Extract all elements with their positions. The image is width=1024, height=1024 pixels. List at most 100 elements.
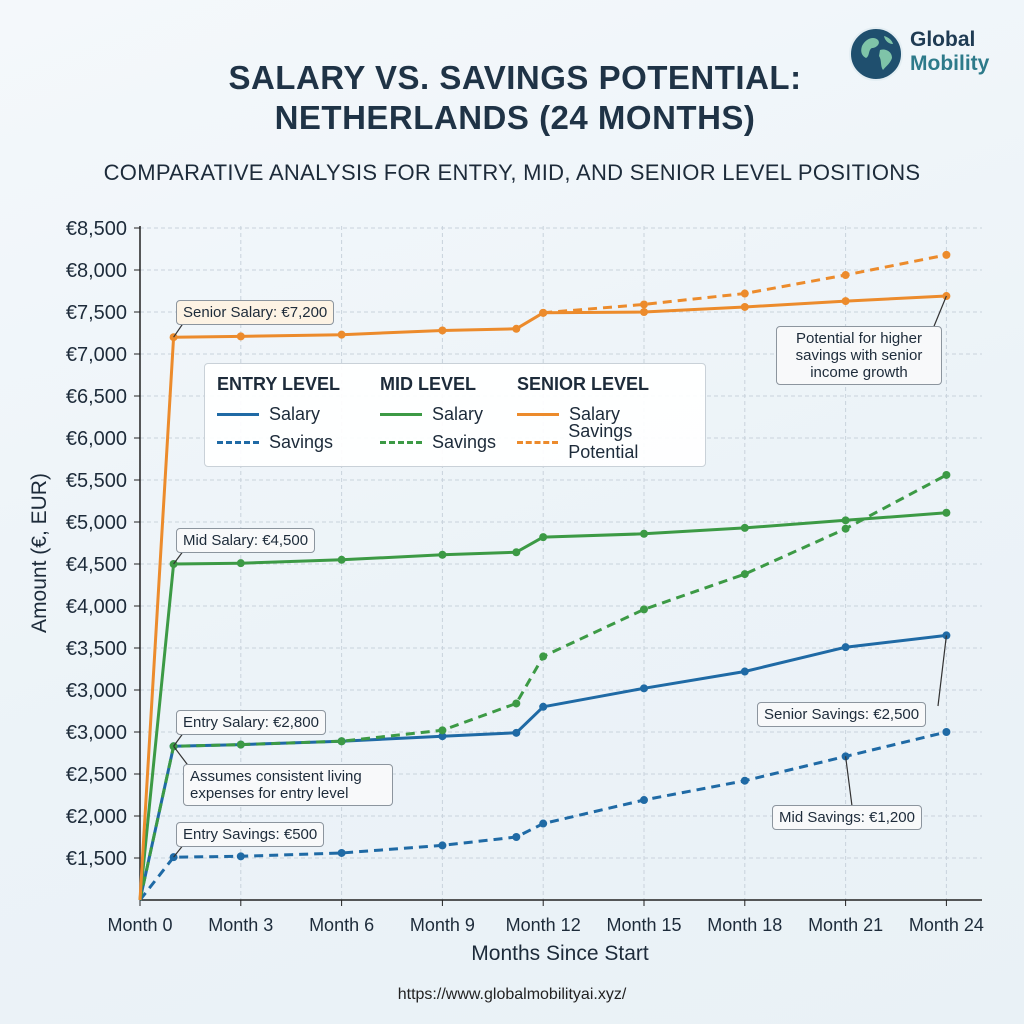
x-tick-label: Month 3 xyxy=(208,915,273,935)
axes xyxy=(134,226,982,906)
data-point-senior-salary xyxy=(740,302,749,311)
data-point-entry-savings xyxy=(512,833,521,841)
data-point-entry-savings xyxy=(539,819,548,828)
chart-title-line1: SALARY VS. SAVINGS POTENTIAL: xyxy=(228,59,802,96)
legend-senior-savings: Savings Potential xyxy=(517,421,705,462)
legend-entry-heading: ENTRY LEVEL xyxy=(217,374,341,394)
legend-senior-salary-label: Salary xyxy=(569,403,621,424)
y-tick-label: €4,000 xyxy=(66,596,127,618)
y-tick-label: €3,500 xyxy=(66,638,127,660)
logo-text-line2: Mobility xyxy=(910,52,990,75)
chart-title-line2: NETHERLANDS (24 MONTHS) xyxy=(274,99,756,136)
series-line-mid-savings xyxy=(138,473,948,901)
y-tick-label: €7,500 xyxy=(66,302,127,324)
logo-text: Global Mobility xyxy=(910,28,989,76)
chart-title: SALARY VS. SAVINGS POTENTIAL: NETHERLAND… xyxy=(130,58,900,138)
y-tick-label: €4,500 xyxy=(66,554,127,576)
legend-swatch-entry-salary xyxy=(217,412,259,416)
legend-mid-salary-label: Salary xyxy=(432,403,484,424)
data-point-entry-savings xyxy=(942,728,951,736)
data-point-senior-salary xyxy=(337,330,346,339)
data-point-entry-savings xyxy=(740,776,749,785)
data-point-senior-salary xyxy=(236,332,245,341)
y-tick-label: €7,000 xyxy=(66,344,127,366)
data-point-mid-savings xyxy=(337,737,346,746)
x-tick-label: Month 15 xyxy=(606,915,681,935)
data-point-entry-savings xyxy=(236,852,245,861)
legend-senior-salary: Salary xyxy=(517,400,705,428)
x-tick-label: Month 6 xyxy=(309,915,374,935)
data-point-entry-savings xyxy=(640,796,648,805)
data-point-entry-salary xyxy=(539,702,548,711)
callout-senior-savings: Senior Savings: €2,500 xyxy=(757,702,927,727)
y-tick-label: €5,000 xyxy=(66,512,127,534)
x-tick-label: Month 0 xyxy=(107,915,172,935)
tick-labels: €1,500 €2,000 €2,500 €3,000 €3,000 €3,500 €4,0… xyxy=(66,218,984,935)
chart-subtitle: COMPARATIVE ANALYSIS FOR ENTRY, MID, AND… xyxy=(103,160,921,185)
data-point-mid-salary xyxy=(512,548,521,557)
y-tick-label: €3,000 xyxy=(66,722,127,744)
y-tick-label: €2,000 xyxy=(66,806,127,828)
legend-mid-savings-label: Savings xyxy=(432,431,497,452)
data-point-mid-savings xyxy=(539,652,548,661)
legend-senior-savings-label: Savings Potential xyxy=(568,421,639,462)
footer-url: https://www.globalmobilityai.xyz/ xyxy=(397,986,627,1003)
data-point-mid-salary xyxy=(337,555,346,564)
legend: ENTRY LEVEL Salary Savings MID LEVEL Sal… xyxy=(204,363,706,467)
data-point-mid-savings xyxy=(640,605,648,614)
logo-text-line1: Global xyxy=(910,28,976,51)
legend-entry: ENTRY LEVEL Salary Savings xyxy=(217,372,340,456)
data-point-entry-salary xyxy=(438,732,447,741)
callout-senior-salary: Senior Salary: €7,200 xyxy=(176,300,335,325)
x-tick-label: Month 21 xyxy=(808,915,883,935)
data-point-mid-salary xyxy=(236,559,245,568)
data-point-entry-salary xyxy=(512,728,521,737)
data-point-mid-salary xyxy=(841,516,850,525)
callout-mid-savings: Mid Savings: €1,200 xyxy=(772,805,922,830)
data-point-mid-salary xyxy=(438,550,447,559)
data-point-mid-salary xyxy=(942,508,951,517)
y-tick-label: €3,000 xyxy=(66,680,127,702)
data-point-senior-savings xyxy=(942,250,951,259)
data-point-entry-salary xyxy=(640,684,648,693)
y-tick-label: €8,500 xyxy=(66,218,127,240)
legend-mid-heading: MID LEVEL xyxy=(380,374,477,394)
data-point-senior-savings xyxy=(740,289,749,298)
data-point-mid-savings xyxy=(841,524,850,533)
y-tick-label: €8,000 xyxy=(66,260,127,282)
leader-senior-savings xyxy=(937,635,947,707)
y-tick-label: €6,500 xyxy=(66,386,127,408)
data-point-mid-savings xyxy=(740,570,749,579)
x-tick-label: Month 24 xyxy=(909,915,984,935)
legend-swatch-senior-salary xyxy=(517,412,559,416)
legend-mid-salary: Salary xyxy=(380,400,496,428)
data-point-senior-savings xyxy=(539,308,548,317)
callout-entry-salary: Entry Salary: €2,800 xyxy=(176,710,326,735)
legend-mid-savings: Savings xyxy=(380,428,496,456)
x-tick-label: Month 9 xyxy=(410,915,475,935)
callout-senior-note: Potential for higher savings with senior… xyxy=(776,326,942,385)
x-tick-label: Month 12 xyxy=(506,915,581,935)
legend-mid: MID LEVEL Salary Savings xyxy=(380,372,496,456)
data-point-entry-savings xyxy=(438,841,447,850)
legend-senior-heading: SENIOR LEVEL xyxy=(517,374,650,394)
legend-entry-savings-label: Savings xyxy=(269,431,334,452)
data-point-mid-salary xyxy=(539,533,548,542)
data-point-mid-savings xyxy=(942,470,951,479)
data-point-entry-salary xyxy=(740,667,749,676)
data-point-senior-salary xyxy=(512,324,521,333)
data-point-senior-salary xyxy=(438,326,447,335)
data-point-senior-salary xyxy=(640,308,648,316)
legend-entry-savings: Savings xyxy=(217,428,340,456)
globe-icon xyxy=(849,27,903,81)
legend-entry-salary: Salary xyxy=(217,400,340,428)
callout-entry-note: Assumes consistent living expenses for e… xyxy=(183,764,393,806)
callout-entry-savings: Entry Savings: €500 xyxy=(176,822,325,847)
leader-mid-savings xyxy=(845,756,853,807)
legend-senior: SENIOR LEVEL Salary Savings Potential xyxy=(517,372,705,462)
legend-swatch-entry-savings xyxy=(217,440,259,444)
data-point-mid-savings xyxy=(438,726,447,735)
data-point-mid-salary xyxy=(640,529,648,538)
data-point-mid-savings xyxy=(512,699,521,708)
y-tick-label: €6,000 xyxy=(66,428,127,450)
